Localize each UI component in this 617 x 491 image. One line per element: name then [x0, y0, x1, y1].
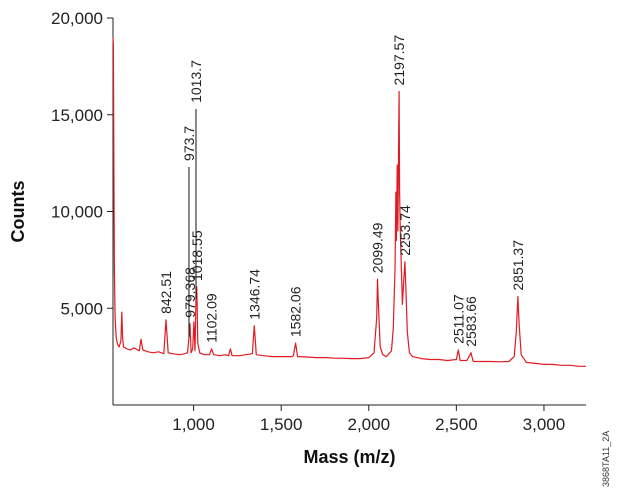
- peak-label: 2851.37: [510, 240, 526, 291]
- peak-label: 2511.07: [450, 294, 466, 344]
- y-tick-label: 5,000: [60, 299, 103, 318]
- peak-label: 2099.49: [370, 222, 386, 273]
- peak-label: 1346.74: [246, 269, 262, 320]
- peak-label: 973.7: [181, 126, 197, 161]
- y-axis-title: Counts: [8, 181, 28, 243]
- x-tick-label: 1,500: [260, 415, 303, 434]
- peak-labels-group: 842.51 973.7 979.368 1013.7 1018.55 1102.09 13…: [158, 35, 526, 347]
- y-tick-label: 10,000: [51, 203, 103, 222]
- peak-label: 2253.74: [397, 205, 413, 256]
- series-group: [112, 37, 586, 367]
- peak-label: 1018.55: [189, 230, 205, 281]
- x-tick-label: 1,000: [172, 415, 215, 434]
- x-tick-label: 2,000: [347, 415, 390, 434]
- y-tick-label: 15,000: [51, 106, 103, 125]
- peak-label: 979.368: [182, 267, 198, 318]
- y-tick-label: 20,000: [51, 9, 103, 28]
- axes-group: 5,000 10,000 15,000 20,000 1,000 1,500 2,000 2,…: [51, 9, 586, 434]
- peak-label: 1102.09: [204, 293, 220, 343]
- peak-label: 1013.7: [188, 60, 204, 103]
- x-tick-label: 3,000: [523, 415, 566, 434]
- peak-label: 842.51: [158, 271, 174, 314]
- peak-label: 1582.06: [288, 286, 304, 337]
- figure-id: 3868TA11_2A: [601, 431, 611, 487]
- peak-label: 2583.66: [463, 296, 479, 347]
- peak-label: 2197.57: [391, 35, 407, 86]
- x-tick-label: 2,500: [435, 415, 478, 434]
- spectrum-line: [112, 37, 586, 367]
- x-axis-title: Mass (m/z): [303, 447, 395, 467]
